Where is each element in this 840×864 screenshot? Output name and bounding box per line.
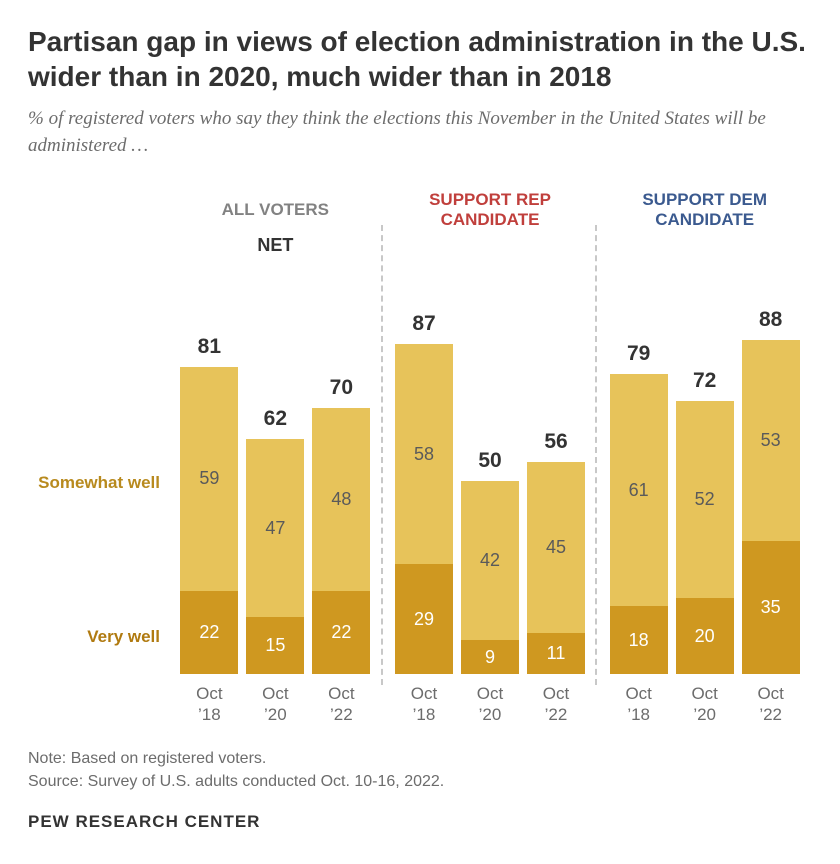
segment-somewhat-well: 48 [312, 408, 370, 590]
segment-very-well: 22 [312, 591, 370, 675]
net-value: 81 [198, 335, 221, 359]
bar-column: 88 3553 [742, 308, 800, 674]
segment-very-well: 22 [180, 591, 238, 675]
chart-area: Somewhat well Very well ALL VOTERSNET 81 2… [28, 185, 812, 725]
x-axis-label: Oct’22 [312, 684, 370, 725]
legend-very-label: Very well [87, 627, 160, 647]
bar-stack: 1861 [610, 374, 668, 674]
chart-title: Partisan gap in views of election admini… [28, 24, 812, 94]
x-axis-label: Oct’18 [395, 684, 453, 725]
segment-very-well: 15 [246, 617, 304, 674]
attribution: PEW RESEARCH CENTER [28, 812, 812, 832]
x-axis-row: Oct’18Oct’20Oct’22 [383, 674, 598, 725]
bar-column: 62 1547 [246, 407, 304, 675]
bars-row: 812259621547702248 [168, 259, 383, 674]
chart-panel: SUPPORT REP CANDIDATE87295850942561145Oc… [383, 185, 598, 725]
segment-somewhat-well: 61 [610, 374, 668, 606]
segment-very-well: 29 [395, 564, 453, 674]
bar-column: 70 2248 [312, 376, 370, 674]
bar-stack: 3553 [742, 340, 800, 674]
chart-panel: SUPPORT DEM CANDIDATE791861722052883553O… [597, 185, 812, 725]
x-axis-label: Oct’20 [461, 684, 519, 725]
segment-very-well: 20 [676, 598, 734, 674]
segment-somewhat-well: 59 [180, 367, 238, 591]
segment-somewhat-well: 47 [246, 439, 304, 618]
net-label: NET [168, 235, 383, 259]
chart-footer: Note: Based on registered voters. Source… [28, 747, 812, 793]
segment-very-well: 9 [461, 640, 519, 674]
panels-container: ALL VOTERSNET812259621547702248Oct’18Oct… [168, 185, 812, 725]
bar-column: 87 2958 [395, 312, 453, 675]
bar-stack: 2259 [180, 367, 238, 675]
segment-somewhat-well: 58 [395, 344, 453, 564]
bar-column: 56 1145 [527, 430, 585, 675]
net-label [383, 235, 598, 259]
bar-stack: 2958 [395, 344, 453, 675]
panel-header: ALL VOTERS [168, 185, 383, 235]
legend-somewhat-label: Somewhat well [38, 473, 160, 493]
y-axis-labels: Somewhat well Very well [28, 185, 168, 725]
segment-very-well: 35 [742, 541, 800, 674]
panel-header: SUPPORT REP CANDIDATE [383, 185, 598, 235]
bar-column: 81 2259 [180, 335, 238, 675]
x-axis-row: Oct’18Oct’20Oct’22 [168, 674, 383, 725]
source-text: Source: Survey of U.S. adults conducted … [28, 770, 812, 793]
net-label [597, 235, 812, 259]
x-axis-label: Oct’20 [676, 684, 734, 725]
net-value: 72 [693, 369, 716, 393]
bar-stack: 2052 [676, 401, 734, 675]
segment-somewhat-well: 52 [676, 401, 734, 599]
net-value: 87 [412, 312, 435, 336]
bar-stack: 942 [461, 481, 519, 675]
bars-row: 87 2958 50 942 56 1145 [383, 259, 598, 674]
segment-somewhat-well: 53 [742, 340, 800, 541]
chart-subtitle: % of registered voters who say they thin… [28, 106, 812, 159]
bar-column: 79 1861 [610, 342, 668, 674]
note-text: Note: Based on registered voters. [28, 747, 812, 770]
panel-header: SUPPORT DEM CANDIDATE [597, 185, 812, 235]
x-axis-label: Oct’22 [527, 684, 585, 725]
bar-stack: 2248 [312, 408, 370, 674]
bar-column: 50 942 [461, 449, 519, 675]
segment-somewhat-well: 45 [527, 462, 585, 633]
x-axis-row: Oct’18Oct’20Oct’22 [597, 674, 812, 725]
chart-panel: ALL VOTERSNET812259621547702248Oct’18Oct… [168, 185, 383, 725]
segment-very-well: 18 [610, 606, 668, 674]
bar-column: 72 2052 [676, 369, 734, 675]
bar-stack: 1145 [527, 462, 585, 675]
net-value: 50 [478, 449, 501, 473]
bars-row: 79 1861 72 2052 88 3553 [597, 259, 812, 674]
segment-somewhat-well: 42 [461, 481, 519, 641]
bar-stack: 1547 [246, 439, 304, 675]
x-axis-label: Oct’18 [180, 684, 238, 725]
net-value: 56 [544, 430, 567, 454]
net-value: 79 [627, 342, 650, 366]
net-value: 70 [330, 376, 353, 400]
x-axis-label: Oct’20 [246, 684, 304, 725]
net-value: 88 [759, 308, 782, 332]
net-value: 62 [264, 407, 287, 431]
x-axis-label: Oct’18 [610, 684, 668, 725]
segment-very-well: 11 [527, 633, 585, 675]
x-axis-label: Oct’22 [742, 684, 800, 725]
